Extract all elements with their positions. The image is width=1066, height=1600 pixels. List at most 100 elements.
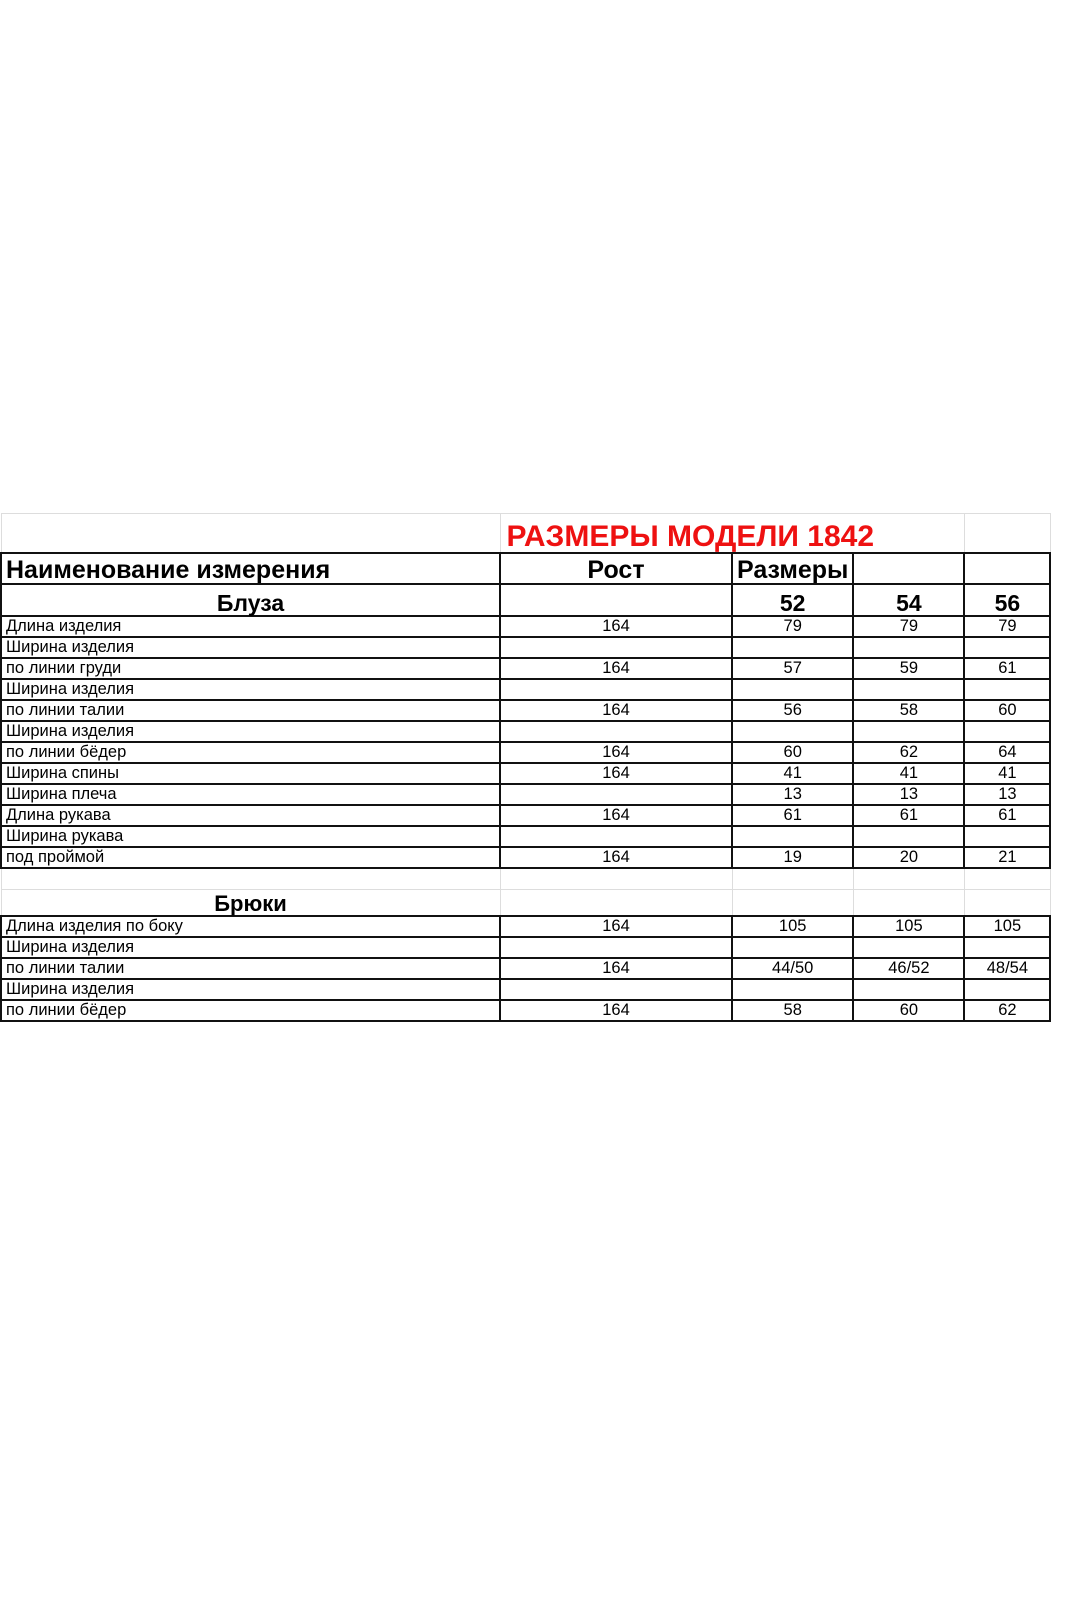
size-value: 59 xyxy=(852,657,966,680)
section-label: Брюки xyxy=(0,889,501,917)
section-header-row: Брюки xyxy=(0,889,1051,917)
measurement-name: Ширина изделия xyxy=(0,678,501,701)
height-value: 164 xyxy=(499,657,733,680)
table-row: по линии бёдер 164 60 62 64 xyxy=(0,741,1052,764)
height-value: 164 xyxy=(499,957,733,980)
empty-cell xyxy=(0,513,501,554)
empty-cell xyxy=(731,889,854,917)
table-row: Ширина изделия xyxy=(0,636,1052,659)
empty-cell xyxy=(852,552,966,585)
size-value: 79 xyxy=(730,615,855,638)
size-value: 41 xyxy=(730,762,855,785)
size-value: 21 xyxy=(963,846,1052,869)
measurement-name: Длина изделия xyxy=(0,615,501,638)
header-row: Наименование измерения Рост Размеры xyxy=(0,552,1052,585)
size-value: 44/50 xyxy=(730,957,855,980)
size-header: 56 xyxy=(963,583,1052,617)
size-value: 105 xyxy=(963,915,1052,938)
table-row: под проймой 164 19 20 21 xyxy=(0,846,1052,869)
size-value: 105 xyxy=(852,915,966,938)
size-value: 105 xyxy=(730,915,855,938)
size-value: 60 xyxy=(730,741,855,764)
size-value: 61 xyxy=(730,804,855,827)
measurement-name: Ширина спины xyxy=(0,762,501,785)
table-row: Ширина изделия xyxy=(0,978,1052,1001)
measurement-name: по линии талии xyxy=(0,699,501,722)
measurement-name: Ширина изделия xyxy=(0,936,501,959)
size-value: 60 xyxy=(852,999,966,1022)
table-row: Ширина спины 164 41 41 41 xyxy=(0,762,1052,785)
header-measurement-name: Наименование измерения xyxy=(0,552,501,585)
size-value: 19 xyxy=(730,846,855,869)
measurement-name: по линии талии xyxy=(0,957,501,980)
size-value: 13 xyxy=(730,783,855,806)
chart-title: РАЗМЕРЫ МОДЕЛИ 1842 xyxy=(499,513,965,554)
size-value xyxy=(852,825,966,848)
size-value: 41 xyxy=(852,762,966,785)
table-row: по линии талии 164 44/50 46/52 48/54 xyxy=(0,957,1052,980)
spacer-row xyxy=(0,867,1051,890)
table-row: Длина изделия по боку 164 105 105 105 xyxy=(0,915,1052,938)
height-value xyxy=(499,720,733,743)
size-value: 13 xyxy=(852,783,966,806)
table-row: Ширина плеча 13 13 13 xyxy=(0,783,1052,806)
height-value: 164 xyxy=(499,804,733,827)
measurement-name: по линии бёдер xyxy=(0,741,501,764)
size-value xyxy=(852,678,966,701)
empty-cell xyxy=(731,867,854,890)
empty-cell xyxy=(963,552,1052,585)
empty-cell xyxy=(499,889,733,917)
size-value xyxy=(852,978,966,1001)
measurement-name: под проймой xyxy=(0,846,501,869)
size-value xyxy=(730,936,855,959)
size-value xyxy=(963,720,1052,743)
table-row: Ширина изделия xyxy=(0,936,1052,959)
height-value: 164 xyxy=(499,915,733,938)
empty-cell xyxy=(963,867,1051,890)
table-row: по линии бёдер 164 58 60 62 xyxy=(0,999,1052,1022)
size-value xyxy=(852,720,966,743)
height-value xyxy=(499,678,733,701)
size-value: 46/52 xyxy=(852,957,966,980)
size-header: 54 xyxy=(852,583,966,617)
height-value: 164 xyxy=(499,999,733,1022)
title-row: РАЗМЕРЫ МОДЕЛИ 1842 xyxy=(0,513,1051,554)
size-value xyxy=(963,978,1052,1001)
empty-cell xyxy=(852,889,965,917)
size-value: 61 xyxy=(852,804,966,827)
measurement-name: Ширина изделия xyxy=(0,978,501,1001)
table-row: Ширина изделия xyxy=(0,720,1052,743)
size-value xyxy=(963,825,1052,848)
height-value: 164 xyxy=(499,741,733,764)
size-value: 61 xyxy=(963,804,1052,827)
table-row: по линии груди 164 57 59 61 xyxy=(0,657,1052,680)
size-value: 20 xyxy=(852,846,966,869)
section-label: Блуза xyxy=(0,583,501,617)
size-value xyxy=(730,720,855,743)
height-value: 164 xyxy=(499,615,733,638)
empty-cell xyxy=(499,867,733,890)
size-value: 62 xyxy=(963,999,1052,1022)
measurement-name: Ширина рукава xyxy=(0,825,501,848)
size-value: 62 xyxy=(852,741,966,764)
empty-cell xyxy=(963,513,1051,554)
table-body: РАЗМЕРЫ МОДЕЛИ 1842 Наименование измерен… xyxy=(0,513,1052,1022)
size-value xyxy=(963,678,1052,701)
size-value: 48/54 xyxy=(963,957,1052,980)
size-value xyxy=(730,678,855,701)
size-value: 13 xyxy=(963,783,1052,806)
table-row: Длина рукава 164 61 61 61 xyxy=(0,804,1052,827)
table-row: по линии талии 164 56 58 60 xyxy=(0,699,1052,722)
size-value xyxy=(730,978,855,1001)
size-value: 60 xyxy=(963,699,1052,722)
height-value: 164 xyxy=(499,699,733,722)
size-value: 79 xyxy=(963,615,1052,638)
size-value xyxy=(852,636,966,659)
header-height: Рост xyxy=(499,552,733,585)
size-value: 41 xyxy=(963,762,1052,785)
size-value xyxy=(963,936,1052,959)
measurement-name: по линии бёдер xyxy=(0,999,501,1022)
measurement-name: Длина рукава xyxy=(0,804,501,827)
size-value xyxy=(730,825,855,848)
size-chart-table: РАЗМЕРЫ МОДЕЛИ 1842 Наименование измерен… xyxy=(0,513,1052,1022)
